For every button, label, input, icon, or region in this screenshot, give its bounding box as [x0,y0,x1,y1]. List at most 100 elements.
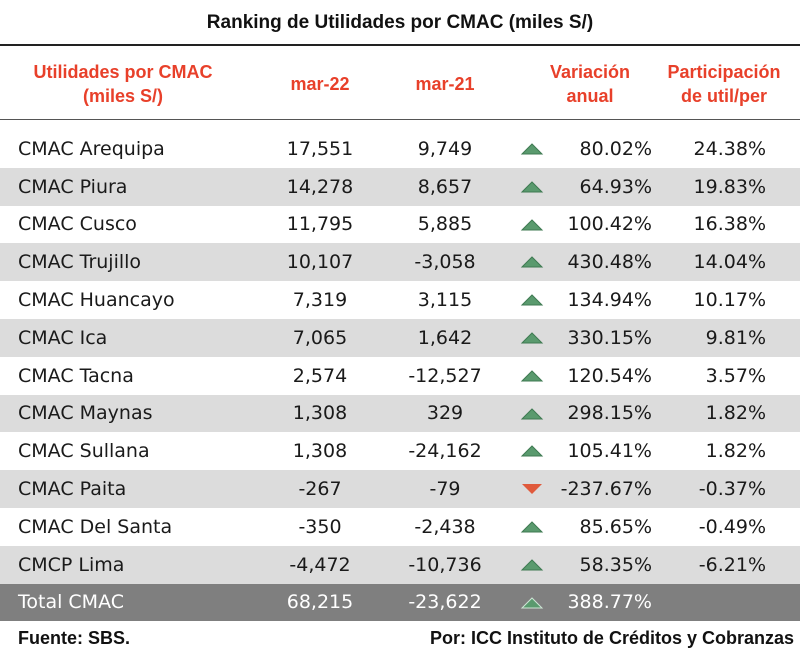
table-row: CMAC Sullana 1,308 -24,162 105.41% 1.82% [0,432,800,470]
header-mar21: mar-21 [415,74,475,94]
cell-mar22: 1,308 [292,440,348,463]
cell-name: Total CMAC [18,591,125,614]
cell-variacion: 430.48% [567,251,652,274]
table-row: CMAC Huancayo 7,319 3,115 134.94% 10.17% [0,281,800,319]
trend-down-icon [522,484,542,495]
header-variacion: Variación anual [520,60,660,108]
cell-mar21: 3,115 [417,289,473,312]
trend-up-icon [520,256,544,268]
header-participacion-line1: Participación [667,62,781,82]
cell-variacion: 388.77% [567,591,652,614]
table-row: CMAC Del Santa -350 -2,438 85.65% -0.49% [0,507,800,546]
trend-up-icon [520,294,544,306]
cell-mar21: -2,438 [414,515,476,538]
cell-name: CMAC Cusco [18,213,137,236]
cell-participacion: 19.83% [693,175,766,198]
ranking-table: CMAC Arequipa 17,551 9,749 80.02% 24.38% CMAC… [0,130,800,622]
cell-name: CMAC Ica [18,326,108,349]
cell-mar22: 1,308 [292,402,348,425]
header-divider [0,119,800,120]
title-divider [0,44,800,46]
cell-mar22: 11,795 [286,213,354,236]
cell-variacion: 58.35% [579,553,652,576]
cell-participacion: 3.57% [705,364,766,387]
cell-name: CMCP Lima [18,553,125,576]
cell-mar22: 7,065 [292,326,348,349]
table-row: CMAC Cusco 11,795 5,885 100.42% 16.38% [0,206,800,244]
cell-variacion: 85.65% [579,515,652,538]
cell-mar22: -350 [298,515,342,538]
trend-up-icon [520,218,544,231]
cell-mar21: 8,657 [417,175,473,198]
cell-variacion: 330.15% [567,326,652,349]
cell-variacion: 298.15% [567,402,652,425]
cell-mar22: 2,574 [292,364,348,387]
cell-mar22: -267 [298,478,342,501]
cell-mar22: 68,215 [286,591,354,614]
cell-variacion: 134.94% [567,289,652,312]
trend-up-icon [520,521,544,533]
cell-highlight [517,507,657,546]
cell-name: CMAC Piura [18,175,128,198]
cell-name: CMAC Trujillo [18,251,142,274]
cell-name: CMAC Arequipa [18,137,165,160]
trend-up-icon [520,559,544,571]
cell-name: CMAC Paita [18,478,127,501]
cell-variacion: 105.41% [567,440,652,463]
table-row: CMAC Maynas 1,308 329 298.15% 1.82% [0,394,800,433]
header-variacion-line2: anual [566,86,614,106]
cell-mar22: 14,278 [286,175,354,198]
cell-name: CMAC Maynas [18,402,153,425]
table-row: CMAC Trujillo 10,107 -3,058 430.48% 14.04% [0,243,800,282]
header-mar22: mar-22 [290,74,350,94]
cell-name: CMAC Del Santa [18,515,173,538]
cell-mar22: 7,319 [292,289,348,312]
trend-up-icon [520,407,544,420]
cell-participacion: -6.21% [698,553,766,576]
cell-variacion: 120.54% [567,364,652,387]
trend-up-icon [520,596,544,609]
cell-participacion [660,584,766,622]
header-name: Utilidades por CMAC (miles S/) [8,60,238,108]
cell-participacion: -0.37% [698,478,766,501]
cell-name: CMAC Tacna [18,364,134,387]
cell-variacion: -237.67% [560,478,652,501]
cell-mar21: -10,736 [408,553,482,576]
trend-up-icon [520,332,544,344]
cell-variacion: 64.93% [579,175,652,198]
table-row: CMCP Lima -4,472 -10,736 58.35% -6.21% [0,545,800,584]
table-row: CMAC Arequipa 17,551 9,749 80.02% 24.38% [0,130,800,168]
cell-mar22: 17,551 [286,137,354,160]
cell-mar21: -12,527 [408,364,482,387]
cell-mar21: 5,885 [417,213,473,236]
table-row: CMAC Tacna 2,574 -12,527 120.54% 3.57% [0,357,800,395]
trend-up-icon [520,181,544,193]
cell-participacion: -0.49% [698,515,766,538]
footer-source: Fuente: SBS. [18,628,131,648]
total-row: Total CMAC 68,215 -23,622 388.77% [0,583,800,622]
cell-mar22: 10,107 [286,251,354,274]
footer-author: Por: ICC Instituto de Créditos y Cobranz… [429,628,794,648]
cell-participacion: 1.82% [705,440,766,463]
cell-variacion: 80.02% [579,137,652,160]
cell-variacion: 100.42% [567,213,652,236]
trend-up-icon [520,445,544,457]
cell-name: CMAC Huancayo [18,289,175,312]
cell-participacion: 14.04% [693,251,766,274]
cell-mar21: -3,058 [414,251,476,274]
table-row: CMAC Piura 14,278 8,657 64.93% 19.83% [0,167,800,206]
table-row: CMAC Paita -267 -79 -237.67% -0.37% [0,470,800,508]
table-row: CMAC Ica 7,065 1,642 330.15% 9.81% [0,318,800,357]
cell-mar22: -4,472 [289,553,351,576]
cell-participacion: 10.17% [693,289,766,312]
header-participacion-line2: de util/per [680,86,767,106]
cell-mar21: -79 [429,478,461,501]
trend-up-icon [520,143,544,155]
cell-participacion: 9.81% [705,326,766,349]
cell-participacion: 24.38% [693,137,766,160]
cell-mar21: 329 [426,402,464,425]
cell-mar21: 9,749 [417,137,473,160]
table-title: Ranking de Utilidades por CMAC (miles S/… [206,12,594,33]
cell-name: CMAC Sullana [18,440,150,463]
cell-mar21: 1,642 [417,326,473,349]
